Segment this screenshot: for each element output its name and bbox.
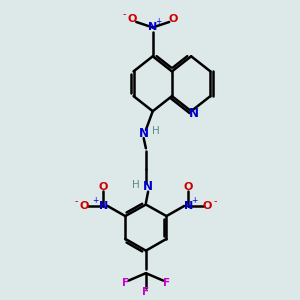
Text: -: - <box>123 9 126 19</box>
Text: +: + <box>191 196 198 205</box>
Text: F: F <box>142 287 149 297</box>
Text: O: O <box>184 182 193 192</box>
Text: N: N <box>139 127 149 140</box>
Text: O: O <box>80 201 89 211</box>
Text: O: O <box>169 14 178 24</box>
Text: N: N <box>143 180 153 193</box>
Text: O: O <box>99 182 108 192</box>
Text: +: + <box>92 196 98 205</box>
Text: N: N <box>184 201 193 211</box>
Text: +: + <box>156 17 162 26</box>
Text: F: F <box>122 278 129 288</box>
Text: N: N <box>188 107 198 120</box>
Text: F: F <box>163 278 170 288</box>
Text: N: N <box>148 22 158 32</box>
Text: O: O <box>203 201 212 211</box>
Text: -: - <box>75 196 78 206</box>
Text: H: H <box>132 179 139 190</box>
Text: N: N <box>99 201 108 211</box>
Text: -: - <box>214 196 217 206</box>
Text: O: O <box>128 14 137 24</box>
Text: H: H <box>152 126 160 136</box>
